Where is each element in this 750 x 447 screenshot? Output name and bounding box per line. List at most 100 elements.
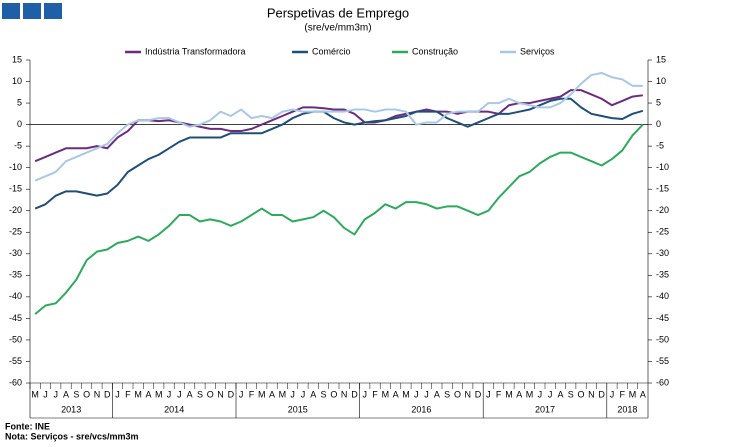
x-tick-label: S [568,389,574,399]
y2-tick-label: -10 [656,162,669,172]
y2-tick-label: -55 [656,356,669,366]
x-tick-label: N [341,389,348,399]
logo-square [44,3,62,19]
y2-tick-label: -20 [656,205,669,215]
x-tick-label: M [402,389,410,399]
y-tick-label: -30 [9,248,22,258]
y-tick-label: -5 [14,141,22,151]
y-tick-label: -25 [9,227,22,237]
x-tick-label: J [54,389,59,399]
y2-tick-label: -35 [656,270,669,280]
x-tick-label: N [588,389,595,399]
y2-tick-label: 5 [656,97,661,107]
x-tick-label: M [134,389,142,399]
year-label: 2013 [61,404,81,414]
x-tick-label: O [578,389,585,399]
x-tick-label: S [197,389,203,399]
x-tick-label: J [239,389,244,399]
y-tick-label: -40 [9,291,22,301]
x-tick-label: F [372,389,378,399]
y-tick-label: -20 [9,205,22,215]
x-tick-label: A [269,389,275,399]
logo-square [23,3,41,19]
x-tick-label: O [83,389,90,399]
x-tick-label: F [496,389,502,399]
x-tick-label: S [73,389,79,399]
y2-tick-label: 10 [656,76,666,86]
x-tick-label: F [125,389,131,399]
x-tick-label: O [330,389,337,399]
y-tick-label: -45 [9,313,22,323]
y-tick-label: -10 [9,162,22,172]
x-tick-label: J [177,389,182,399]
series-line [34,123,644,315]
y2-tick-label: 0 [656,119,661,129]
y2-tick-label: -60 [656,377,669,387]
x-tick-label: M [31,389,39,399]
x-tick-label: N [217,389,224,399]
x-tick-label: M [382,389,390,399]
x-tick-label: N [94,389,101,399]
y2-tick-label: -30 [656,248,669,258]
y-tick-label: 15 [12,54,22,64]
y-tick-label: -35 [9,270,22,280]
logo-square [2,3,20,19]
x-tick-label: D [475,389,482,399]
x-tick-label: A [145,389,151,399]
x-tick-label: A [557,389,563,399]
x-tick-label: J [548,389,553,399]
x-tick-label: J [486,389,491,399]
x-tick-label: J [610,389,615,399]
chart-subtitle: (sre/ve/mm3m) [304,23,371,34]
year-label: 2014 [164,404,184,414]
y-tick-label: -15 [9,184,22,194]
year-label: 2015 [288,404,308,414]
x-tick-label: F [620,389,626,399]
note: Nota: Serviços - sre/vcs/mm3m [5,431,139,441]
x-tick-label: N [465,389,472,399]
x-tick-label: A [393,389,399,399]
x-tick-label: M [526,389,534,399]
y-tick-label: -60 [9,377,22,387]
legend-label: Serviços [520,46,555,56]
x-tick-label: D [351,389,358,399]
y-tick-label: 0 [17,119,22,129]
x-tick-label: J [115,389,120,399]
y2-tick-label: -25 [656,227,669,237]
x-tick-label: M [505,389,513,399]
x-tick-label: J [167,389,172,399]
series-line [34,97,644,210]
x-tick-label: A [640,389,646,399]
x-tick-label: J [290,389,295,399]
x-tick-label: D [228,389,235,399]
x-tick-label: J [424,389,429,399]
y2-tick-label: -45 [656,313,669,323]
x-tick-label: J [538,389,543,399]
x-tick-label: J [301,389,306,399]
year-label: 2016 [411,404,431,414]
x-tick-label: A [63,389,69,399]
x-tick-label: A [187,389,193,399]
x-tick-label: A [434,389,440,399]
x-tick-label: M [279,389,287,399]
y2-tick-label: -5 [656,141,664,151]
x-tick-label: M [155,389,163,399]
y-tick-label: 5 [17,97,22,107]
y-tick-label: -50 [9,334,22,344]
note: Fonte: INE [5,421,50,431]
series-line [34,71,643,182]
y-tick-label: 10 [12,76,22,86]
x-tick-label: J [414,389,419,399]
legend-label: Comércio [312,46,351,56]
x-tick-label: D [598,389,605,399]
x-tick-label: O [207,389,214,399]
x-tick-label: O [454,389,461,399]
year-label: 2017 [535,404,555,414]
y2-tick-label: -50 [656,334,669,344]
chart-title: Perspetivas de Emprego [267,5,409,20]
x-tick-label: A [310,389,316,399]
x-tick-label: S [321,389,327,399]
year-label: 2018 [617,404,637,414]
x-tick-label: M [629,389,637,399]
x-tick-label: M [258,389,266,399]
